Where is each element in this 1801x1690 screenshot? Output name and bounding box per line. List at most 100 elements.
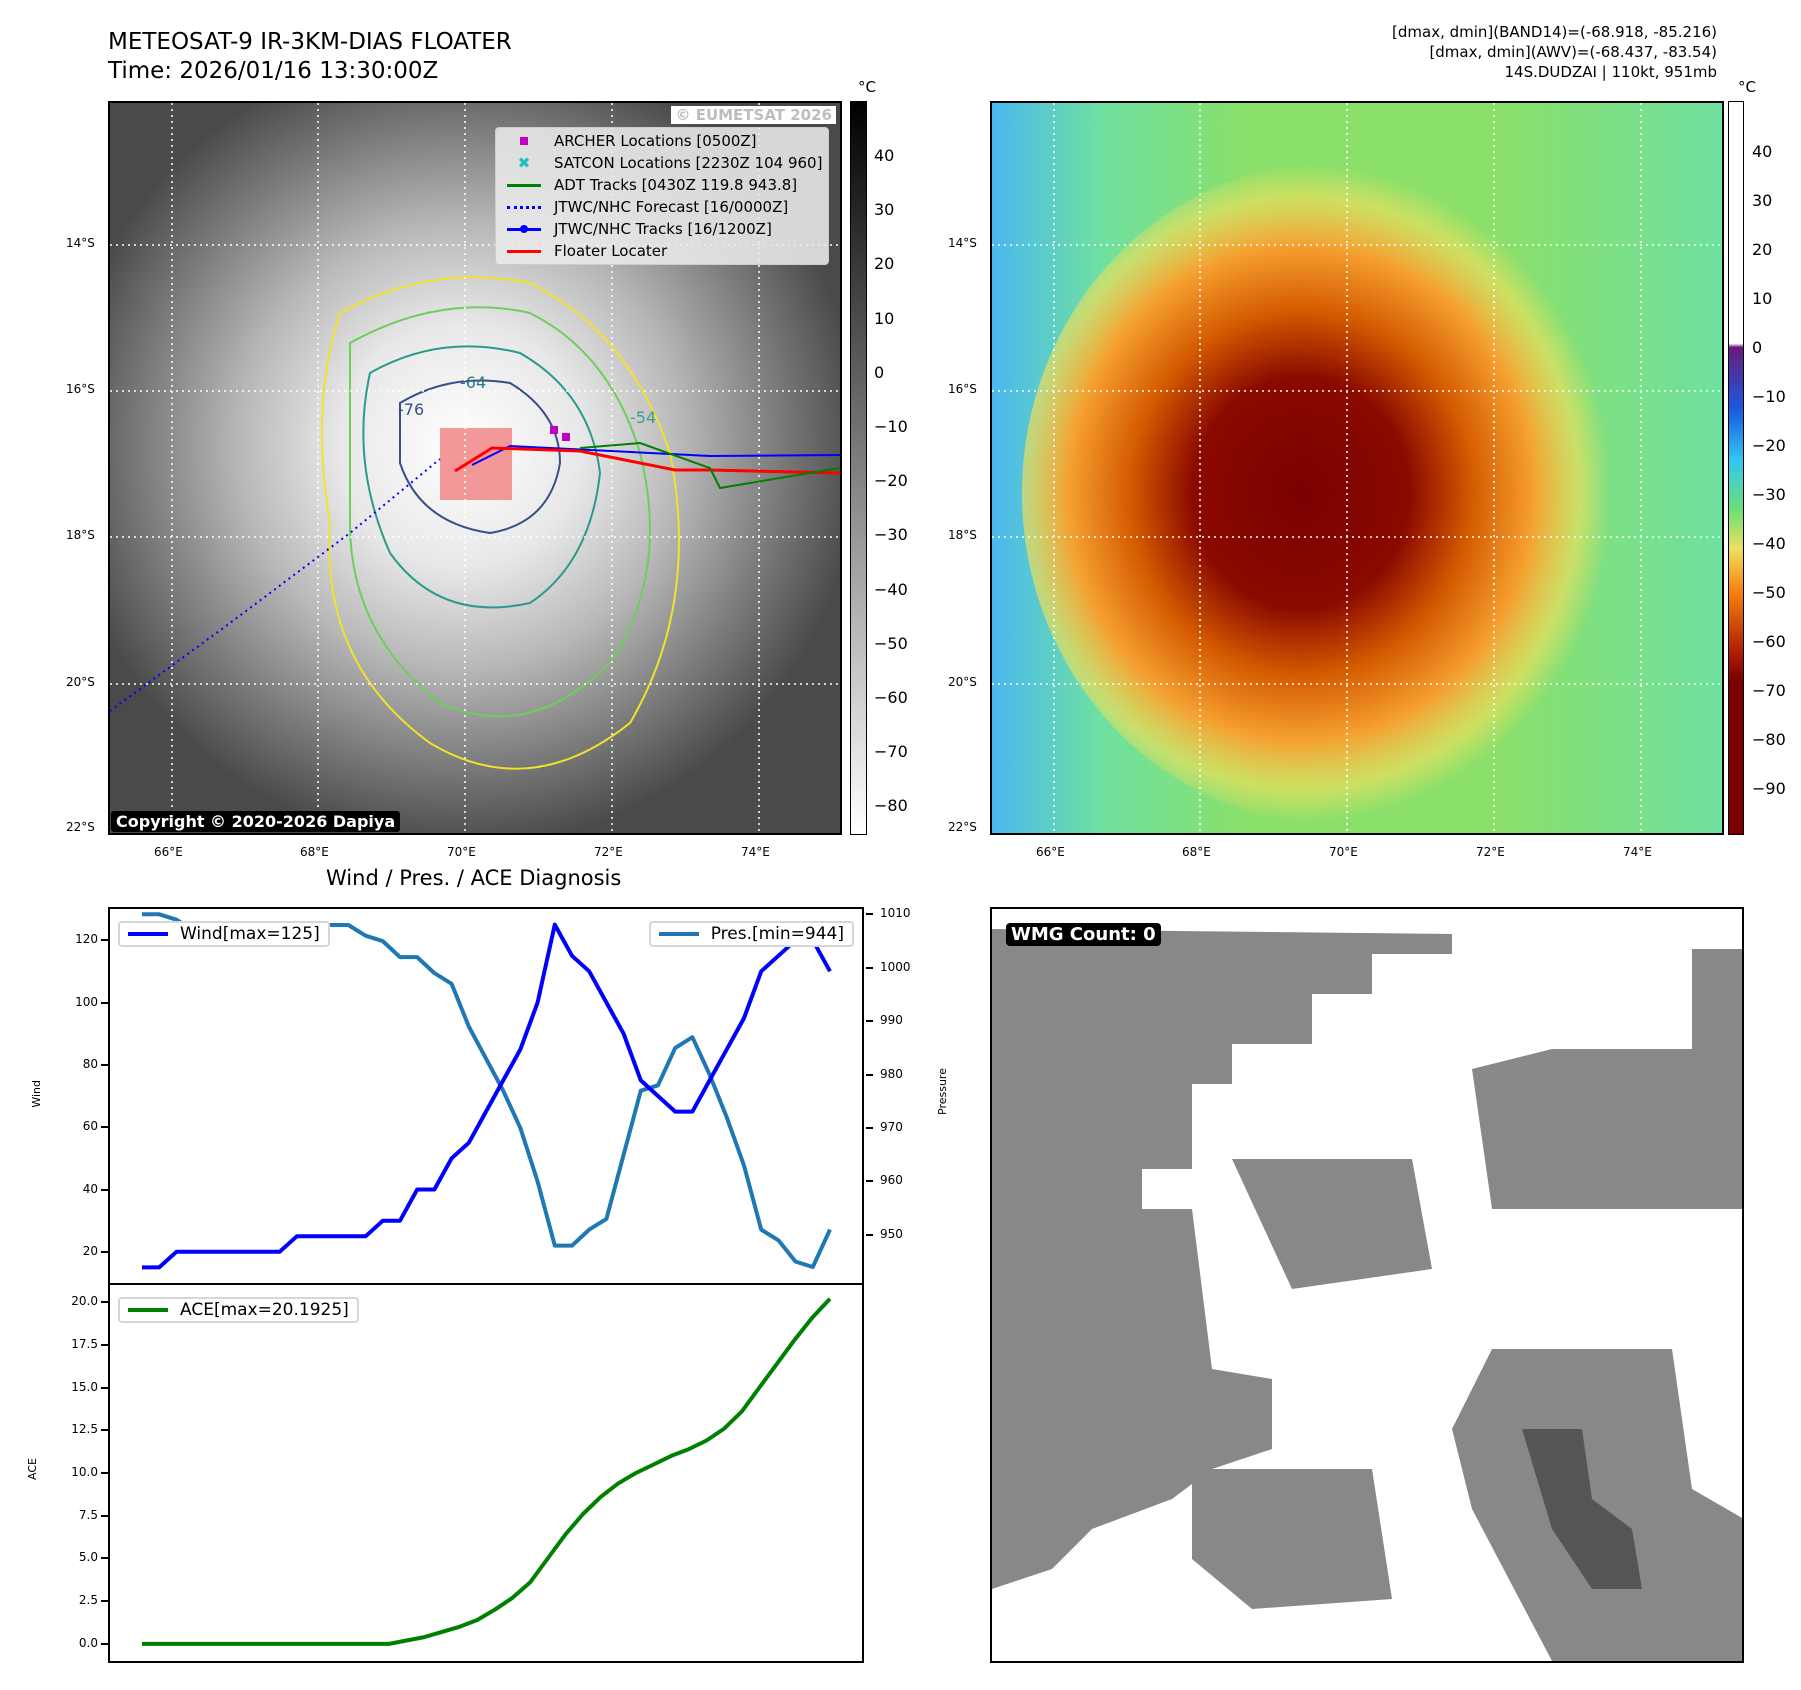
ace-chart: ACE[max=20.1925] xyxy=(108,1283,864,1663)
floater-track xyxy=(454,446,840,475)
colorbar-tick: 40 xyxy=(1752,142,1773,161)
pressure-line-icon xyxy=(658,932,699,936)
y-tick-label: 990 xyxy=(880,1013,903,1028)
y-tick-mark xyxy=(101,1188,108,1191)
figure-title: METEOSAT-9 IR-3KM-DIAS FLOATER Time: 202… xyxy=(108,28,512,86)
wind-series-line xyxy=(142,922,832,1270)
wind-line-icon xyxy=(128,932,168,936)
colorbar-tick: −20 xyxy=(874,471,908,491)
y-tick-label: 15.0 xyxy=(71,1379,98,1394)
adt-track xyxy=(579,441,840,490)
contour-navy xyxy=(399,379,562,535)
lon-label: 72°E xyxy=(594,845,623,859)
contour-label: -76 xyxy=(398,400,424,419)
diagnosis-title: Wind / Pres. / ACE Diagnosis xyxy=(326,866,622,890)
stats-storm: 14S.DUDZAI | 110kt, 951mb xyxy=(1504,63,1717,81)
colorbar-tick: 20 xyxy=(874,254,895,274)
legend-forecast: JTWC/NHC Forecast [16/0000Z] xyxy=(502,196,822,218)
contour-label: -64 xyxy=(460,373,486,392)
y-tick-label: 5.0 xyxy=(78,1550,98,1565)
lon-label: 66°E xyxy=(1036,845,1065,859)
y-tick-label: 1010 xyxy=(880,906,911,921)
lat-label: 22°S xyxy=(948,820,977,834)
wind-legend: Wind[max=125] xyxy=(118,921,330,947)
lat-label: 14°S xyxy=(948,236,977,250)
y-tick-mark xyxy=(101,1386,108,1389)
wind-pressure-chart: Wind[max=125] Pres.[min=944] xyxy=(108,907,864,1285)
wmg-svg xyxy=(992,929,1742,1661)
y-tick-label: 17.5 xyxy=(71,1336,98,1351)
y-tick-label: 60 xyxy=(82,1119,98,1134)
y-tick-mark xyxy=(101,1126,108,1129)
cloud-top-core xyxy=(1022,163,1642,823)
pressure-series-line xyxy=(142,912,832,1269)
colorbar-tick: 0 xyxy=(874,362,885,382)
contour-yellow xyxy=(321,276,680,770)
y-tick-label: 12.5 xyxy=(71,1422,98,1437)
lat-label: 20°S xyxy=(948,675,977,689)
awv-map-svg xyxy=(992,103,1722,833)
colorbar-tick: −40 xyxy=(874,579,908,599)
wmg-count-label: WMG Count: 0 xyxy=(1006,923,1161,946)
y-tick-label: 950 xyxy=(880,1226,903,1241)
y-tick-label: 960 xyxy=(880,1173,903,1188)
solid-line-icon xyxy=(502,249,546,253)
jtwc-track xyxy=(471,444,840,466)
lon-label: 70°E xyxy=(1329,845,1358,859)
grayscale-colorbar xyxy=(850,101,867,835)
lon-label: 68°E xyxy=(300,845,329,859)
lon-label: 74°E xyxy=(1623,845,1652,859)
y-tick-label: 970 xyxy=(880,1120,903,1135)
ace-svg xyxy=(142,1297,832,1646)
lat-label: 16°S xyxy=(66,382,95,396)
awv-map-panel xyxy=(990,101,1724,835)
wmg-gray-regions xyxy=(992,929,1742,1661)
map-legend: ARCHER Locations [0500Z] ✖ SATCON Locatio… xyxy=(495,127,830,265)
y-tick-mark xyxy=(866,1020,873,1023)
ace-legend: ACE[max=20.1925] xyxy=(118,1297,359,1323)
y-tick-mark xyxy=(101,1063,108,1066)
y-tick-label: 100 xyxy=(75,994,98,1009)
colorbar-tick: −30 xyxy=(1752,485,1786,504)
lon-label: 68°E xyxy=(1182,845,1211,859)
y-tick-mark xyxy=(866,1073,873,1076)
title-time: Time: 2026/01/16 13:30:00Z xyxy=(108,58,439,84)
legend-floater: Floater Locater xyxy=(502,240,822,262)
y-tick-mark xyxy=(866,1127,873,1130)
copyright-label: Copyright © 2020-2026 Dapiya xyxy=(111,811,401,832)
y-tick-label: 40 xyxy=(82,1181,98,1196)
colorbar-tick: −60 xyxy=(874,688,908,707)
ir-map-panel: -76 -64 -54 © EUMETSAT 2026 ARCHER Locat… xyxy=(108,101,842,835)
y-tick-mark xyxy=(101,1557,108,1560)
y-tick-label: 120 xyxy=(75,932,98,947)
colorbar-tick: −80 xyxy=(874,796,908,816)
y-tick-label: 10.0 xyxy=(71,1465,98,1479)
wind-pressure-svg xyxy=(142,912,832,1270)
y-tick-mark xyxy=(101,939,108,942)
ace-axis-label: ACE xyxy=(26,1458,39,1480)
colorbar-tick: −50 xyxy=(874,633,908,653)
y-tick-label: 7.5 xyxy=(78,1507,98,1522)
y-tick-mark xyxy=(101,1343,108,1346)
contour-green xyxy=(349,306,651,718)
pressure-axis-label: Pressure xyxy=(936,1068,949,1115)
colorbar-tick: −20 xyxy=(1752,436,1786,455)
stats-band14: [dmax, dmin](BAND14)=(-68.918, -85.216) xyxy=(1392,23,1717,41)
y-tick-label: 80 xyxy=(82,1056,98,1071)
archer-marker xyxy=(562,433,570,441)
legend-satcon: ✖ SATCON Locations [2230Z 104 960] xyxy=(502,152,823,174)
x-marker-icon: ✖ xyxy=(517,154,531,172)
contour-label: -54 xyxy=(630,408,656,427)
colorbar-tick: −60 xyxy=(1752,632,1786,651)
lon-label: 70°E xyxy=(447,845,476,859)
y-tick-mark xyxy=(866,1233,873,1236)
y-tick-mark xyxy=(101,1642,108,1645)
colorbar-tick: −30 xyxy=(874,525,908,545)
color-colorbar xyxy=(1728,101,1744,835)
y-tick-mark xyxy=(101,1514,108,1517)
colorbar-tick: −90 xyxy=(1752,779,1786,798)
archer-marker xyxy=(550,426,558,434)
colorbar-tick: −10 xyxy=(874,417,908,436)
colorbar-tick: −70 xyxy=(1752,681,1786,700)
y-tick-mark xyxy=(866,966,873,969)
